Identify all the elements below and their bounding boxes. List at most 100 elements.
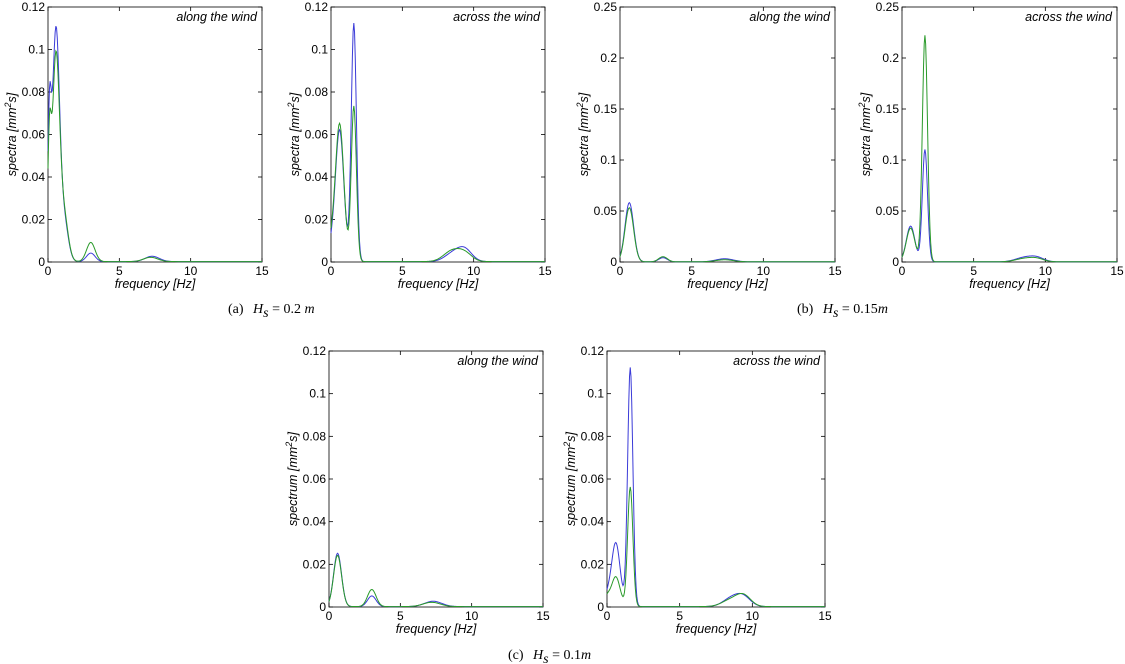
x-axis-label: frequency [Hz] bbox=[969, 277, 1050, 291]
x-tick-label: 5 bbox=[397, 609, 404, 623]
series-line-green bbox=[619, 207, 835, 263]
x-tick-label: 0 bbox=[326, 609, 333, 623]
chart-panel-3: 0 5 10 15 0 0.05 0.1 0.15 0.2 0.25 along the wind f… bbox=[575, 0, 842, 291]
series-line-blue bbox=[328, 552, 543, 608]
x-axis-label: frequency [Hz] bbox=[115, 277, 196, 291]
y-tick-label: 0.12 bbox=[303, 344, 327, 358]
plot-frame bbox=[619, 6, 836, 263]
series-line-blue bbox=[330, 23, 545, 263]
series-line-blue bbox=[901, 149, 1117, 263]
x-tick-label: 15 bbox=[536, 609, 550, 623]
x-tick-label: 10 bbox=[467, 264, 481, 278]
panel-annotation: along the wind bbox=[457, 354, 539, 368]
y-tick-label: 0 bbox=[610, 255, 617, 269]
y-tick-label: 0 bbox=[319, 600, 326, 614]
y-tick-label: 0.06 bbox=[22, 128, 46, 142]
y-tick-label: 0.15 bbox=[876, 102, 900, 116]
y-tick-label: 0.08 bbox=[22, 85, 46, 99]
x-tick-label: 15 bbox=[818, 609, 832, 623]
x-tick-label: 10 bbox=[757, 264, 771, 278]
x-axis-label: frequency [Hz] bbox=[396, 622, 477, 636]
x-tick-label: 0 bbox=[604, 609, 611, 623]
x-tick-label: 15 bbox=[828, 264, 842, 278]
y-tick-label: 0 bbox=[38, 255, 45, 269]
panel-annotation: along the wind bbox=[176, 10, 258, 24]
x-tick-label: 0 bbox=[899, 264, 906, 278]
panel-annotation: across the wind bbox=[733, 354, 821, 368]
y-axis-label: spectra [mm2s] bbox=[3, 92, 19, 176]
panels-group: 0 5 10 15 0 0.02 0.04 0.06 0.08 0.1 0.12 along the … bbox=[3, 0, 1124, 636]
y-tick-label: 0.12 bbox=[22, 0, 46, 14]
plot-frame bbox=[328, 350, 544, 608]
y-tick-label: 0.1 bbox=[28, 43, 45, 57]
x-tick-label: 10 bbox=[465, 609, 479, 623]
y-tick-label: 0.08 bbox=[305, 85, 329, 99]
x-tick-label: 15 bbox=[255, 264, 269, 278]
x-tick-label: 15 bbox=[1110, 264, 1124, 278]
y-tick-label: 0.1 bbox=[311, 43, 328, 57]
series-line-green bbox=[47, 49, 262, 263]
y-axis-label: spectrum [mm2s] bbox=[562, 432, 578, 526]
y-tick-label: 0.2 bbox=[882, 51, 899, 65]
x-axis-label: frequency [Hz] bbox=[687, 277, 768, 291]
chart-panel-4: 0 5 10 15 0 0.05 0.1 0.15 0.2 0.25 across the wind… bbox=[857, 0, 1124, 291]
y-tick-label: 0.1 bbox=[587, 387, 604, 401]
y-tick-label: 0.04 bbox=[303, 515, 327, 529]
panel-annotation: along the wind bbox=[749, 10, 831, 24]
y-tick-label: 0.04 bbox=[581, 515, 605, 529]
y-tick-label: 0.02 bbox=[305, 213, 329, 227]
chart-panel-2: 0 5 10 15 0 0.02 0.04 0.06 0.08 0.1 0.12 across the… bbox=[286, 0, 552, 291]
y-tick-label: 0.2 bbox=[600, 51, 617, 65]
caption-b: (b) Hs = 0.15m bbox=[797, 302, 888, 321]
y-axis-label: spectrum [mm2s] bbox=[284, 432, 300, 526]
y-tick-label: 0.1 bbox=[309, 387, 326, 401]
x-tick-label: 5 bbox=[676, 609, 683, 623]
x-tick-label: 0 bbox=[45, 264, 52, 278]
x-axis-label: frequency [Hz] bbox=[398, 277, 479, 291]
x-tick-label: 10 bbox=[746, 609, 760, 623]
y-tick-label: 0 bbox=[321, 255, 328, 269]
y-tick-label: 0.04 bbox=[22, 170, 46, 184]
y-tick-label: 0.05 bbox=[594, 204, 618, 218]
x-tick-label: 5 bbox=[970, 264, 977, 278]
y-axis-label: spectra [mm2s] bbox=[857, 92, 873, 176]
y-tick-label: 0.02 bbox=[303, 557, 327, 571]
y-axis-label: spectra [mm2s] bbox=[575, 92, 591, 176]
series-line-green bbox=[606, 486, 825, 608]
y-tick-label: 0.02 bbox=[581, 557, 605, 571]
x-tick-label: 0 bbox=[617, 264, 624, 278]
series-line-green bbox=[901, 35, 1117, 263]
y-tick-label: 0.05 bbox=[876, 204, 900, 218]
y-tick-label: 0.12 bbox=[581, 344, 605, 358]
y-tick-label: 0.06 bbox=[303, 472, 327, 486]
x-tick-label: 0 bbox=[328, 264, 335, 278]
plot-frame bbox=[901, 6, 1118, 263]
y-tick-label: 0.15 bbox=[594, 102, 618, 116]
y-tick-label: 0.06 bbox=[581, 472, 605, 486]
plot-frame bbox=[47, 6, 263, 263]
y-tick-label: 0.12 bbox=[305, 0, 329, 14]
y-tick-label: 0 bbox=[892, 255, 899, 269]
y-tick-label: 0.1 bbox=[882, 153, 899, 167]
panel-annotation: across the wind bbox=[1025, 10, 1113, 24]
x-tick-label: 5 bbox=[399, 264, 406, 278]
y-tick-label: 0.25 bbox=[594, 0, 618, 14]
y-tick-label: 0.02 bbox=[22, 213, 46, 227]
x-tick-label: 10 bbox=[184, 264, 198, 278]
caption-c: (c) Hs = 0.1m bbox=[508, 648, 591, 664]
y-tick-label: 0.08 bbox=[581, 429, 605, 443]
y-tick-label: 0.08 bbox=[303, 429, 327, 443]
x-axis-label: frequency [Hz] bbox=[676, 622, 757, 636]
series-line-green bbox=[328, 554, 543, 608]
chart-panel-6: 0 5 10 15 0 0.02 0.04 0.06 0.08 0.1 0.12 across the… bbox=[562, 344, 832, 636]
series-line-blue bbox=[619, 201, 835, 263]
plot-frame bbox=[606, 350, 826, 608]
plot-frame bbox=[330, 6, 546, 263]
panel-annotation: across the wind bbox=[453, 10, 541, 24]
y-tick-label: 0.25 bbox=[876, 0, 900, 14]
chart-panel-1: 0 5 10 15 0 0.02 0.04 0.06 0.08 0.1 0.12 along the … bbox=[3, 0, 269, 291]
x-tick-label: 5 bbox=[688, 264, 695, 278]
series-line-blue bbox=[606, 367, 825, 608]
series-line-blue bbox=[47, 25, 262, 263]
